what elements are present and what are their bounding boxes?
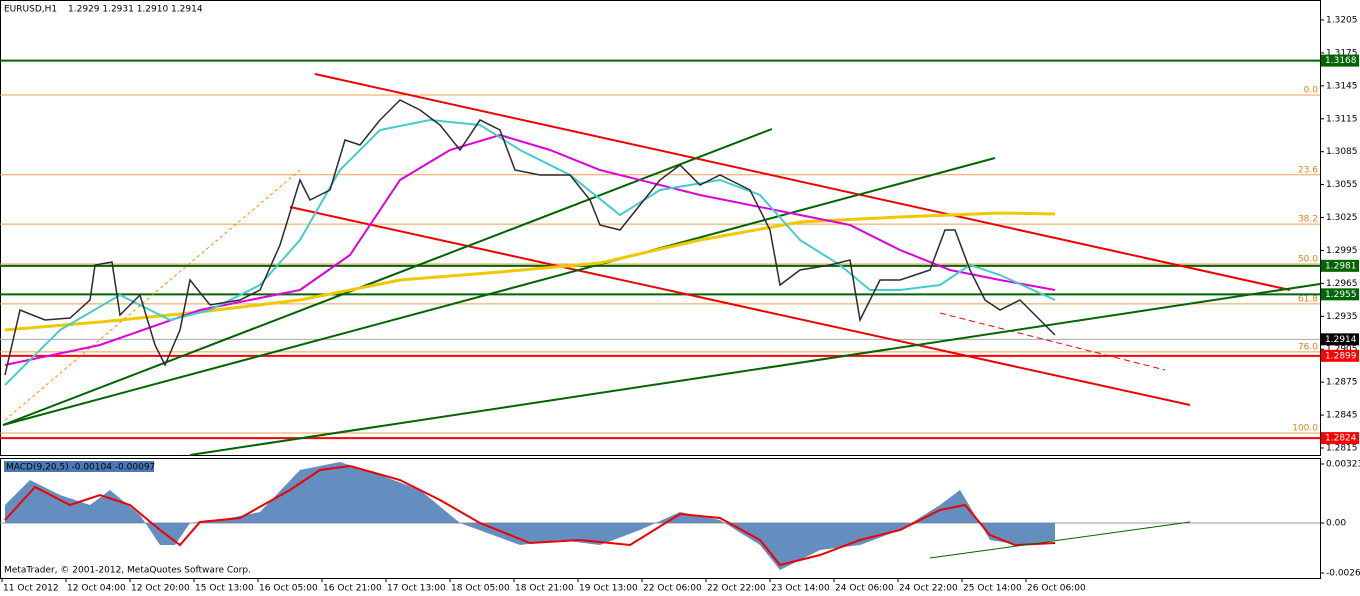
- level-label: 1.3168: [1325, 56, 1357, 66]
- price-tick-label: 1.2935: [1326, 312, 1358, 322]
- time-label: 26 Oct 06:00: [1027, 584, 1086, 594]
- price-tick-label: 1.3145: [1326, 81, 1358, 91]
- time-label: 19 Oct 13:00: [579, 584, 638, 594]
- price-tick-label: 1.2965: [1326, 279, 1358, 289]
- time-label: 16 Oct 21:00: [323, 584, 382, 594]
- fibo-label: 38.2: [1298, 215, 1318, 225]
- price-tick-label: 1.2905: [1326, 345, 1358, 355]
- time-label: 18 Oct 21:00: [515, 584, 574, 594]
- price-path: [4, 99, 1056, 376]
- level-box: [1321, 349, 1359, 362]
- level-label: 1.2955: [1325, 290, 1357, 300]
- time-label: 12 Oct 04:00: [67, 584, 126, 594]
- fibo-label: 100.0: [1292, 424, 1318, 434]
- main-pane: [0, 0, 1321, 456]
- price-tick-label: 1.3025: [1326, 213, 1358, 223]
- level-label: 1.2824: [1325, 434, 1357, 444]
- macd-histogram: [5, 462, 1055, 570]
- price-tick-label: 1.3085: [1326, 147, 1358, 157]
- price-tick-label: 1.3115: [1326, 114, 1358, 124]
- price-tick-label: 1.2815: [1326, 444, 1358, 454]
- fibo-label: 23.6: [1298, 165, 1318, 175]
- level-label: 1.2981: [1325, 261, 1357, 271]
- time-label: 17 Oct 13:00: [387, 584, 446, 594]
- level-box: [1321, 288, 1359, 301]
- price-tick-label: 1.2845: [1326, 411, 1358, 421]
- level-box: [1321, 432, 1359, 445]
- price-tick-label: 1.3205: [1326, 16, 1358, 26]
- macd-label: MACD(9,20,5) -0.00104 -0.00097: [6, 463, 155, 473]
- fibo-label: 50.0: [1298, 255, 1318, 265]
- symbol: EURUSD,H1: [4, 5, 57, 15]
- fibo-label: 61.8: [1298, 294, 1318, 304]
- time-label: 22 Oct 22:00: [707, 584, 766, 594]
- macd-signal: [4, 464, 1056, 567]
- time-label: 25 Oct 14:00: [963, 584, 1022, 594]
- macd-label-bg: [4, 461, 154, 472]
- level-box: [1321, 259, 1359, 272]
- price-tick-label: 1.3175: [1326, 48, 1358, 58]
- price-tick-label: 1.2875: [1326, 378, 1358, 388]
- level-label: 1.2914: [1325, 335, 1357, 345]
- macd-tick-label: -0.00265: [1326, 569, 1360, 579]
- macd-tick-label: 0.00: [1326, 519, 1346, 529]
- time-label: 12 Oct 20:00: [131, 584, 190, 594]
- price-tick-label: 1.3055: [1326, 180, 1358, 190]
- fibo-label: 76.0: [1298, 342, 1318, 352]
- level-box: [1321, 333, 1359, 346]
- time-label: 11 Oct 2012: [3, 584, 59, 594]
- ohlc: 1.2929 1.2931 1.2910 1.2914: [68, 5, 203, 15]
- time-label: 24 Oct 22:00: [899, 584, 958, 594]
- levels-group: [0, 59, 1320, 440]
- time-label: 15 Oct 13:00: [195, 584, 254, 594]
- level-box: [1321, 54, 1359, 67]
- trendlines: [2, 73, 1321, 456]
- macd-tick-label: 0.00323: [1326, 460, 1360, 470]
- time-label: 24 Oct 06:00: [835, 584, 894, 594]
- time-label: 18 Oct 05:00: [451, 584, 510, 594]
- time-label: 22 Oct 06:00: [643, 584, 702, 594]
- macd-trendline: [929, 521, 1191, 559]
- price-tick-label: 1.2995: [1326, 246, 1358, 256]
- time-label: 16 Oct 05:00: [259, 584, 318, 594]
- time-label: 23 Oct 14:00: [771, 584, 830, 594]
- copyright: MetaTrader, © 2001-2012, MetaQuotes Soft…: [4, 566, 251, 576]
- level-label: 1.2899: [1325, 351, 1357, 361]
- fibo-label: 0.0: [1304, 86, 1319, 96]
- ma-50: [4, 133, 1056, 366]
- macd-pane: [0, 458, 1321, 579]
